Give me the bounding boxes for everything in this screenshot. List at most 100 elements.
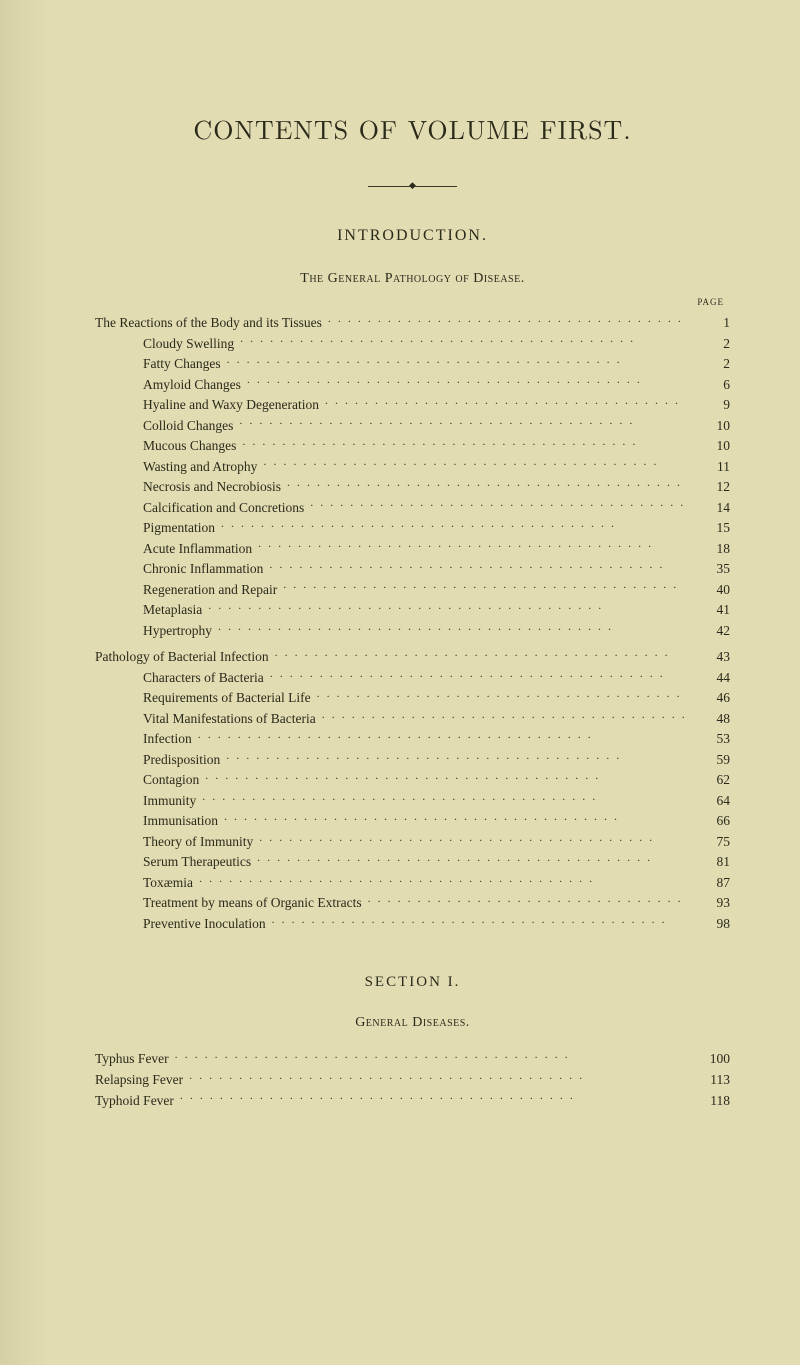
toc-entry-label: Theory of Immunity	[95, 832, 253, 853]
toc-row: Necrosis and Necrobiosis 12	[95, 477, 730, 498]
toc-entry-label: Wasting and Atrophy	[95, 457, 257, 478]
toc-row: Typhus Fever 100	[95, 1049, 730, 1070]
toc-entry-page: 15	[692, 518, 730, 539]
toc-entry-page: 113	[692, 1070, 730, 1091]
toc-entry-page: 2	[692, 334, 730, 355]
section-number: SECTION I.	[95, 974, 730, 991]
rule-line-right	[415, 186, 457, 187]
toc-leaders	[202, 791, 686, 805]
toc-entry-page: 10	[692, 436, 730, 457]
toc-leaders	[199, 873, 686, 887]
toc-entry-label: Chronic Inflammation	[95, 559, 263, 580]
toc-entry-page: 18	[692, 539, 730, 560]
toc-entry-label: Preventive Inoculation	[95, 914, 266, 935]
toc-entry-page: 48	[692, 709, 730, 730]
toc-entry-label: Pigmentation	[95, 518, 215, 539]
toc-leaders	[226, 750, 686, 764]
toc-entry-label: Pathology of Bacterial Infection	[95, 647, 269, 668]
toc-row: Theory of Immunity 75	[95, 832, 730, 853]
toc-row: Requirements of Bacterial Life 46	[95, 688, 730, 709]
toc-row: Hypertrophy42	[95, 621, 730, 642]
toc-entry-page: 12	[692, 477, 730, 498]
toc-leaders	[189, 1070, 686, 1084]
toc-leaders	[328, 314, 686, 328]
toc-row: The Reactions of the Body and its Tissue…	[95, 313, 730, 334]
toc-entry-label: Immunisation	[95, 811, 218, 832]
toc-row: Acute Inflammation 18	[95, 539, 730, 560]
toc-entry-label: Requirements of Bacterial Life	[95, 688, 311, 709]
toc-entry-label: Toxæmia	[95, 873, 193, 894]
toc-row: Mucous Changes 10	[95, 436, 730, 457]
toc-block-a: The Reactions of the Body and its Tissue…	[95, 313, 730, 641]
toc-leaders	[218, 621, 686, 635]
toc-entry-page: 40	[692, 580, 730, 601]
toc-leaders	[258, 539, 686, 553]
toc-leaders	[317, 689, 686, 703]
toc-entry-label: Metaplasia	[95, 600, 202, 621]
toc-leaders	[272, 914, 686, 928]
sub-heading: The General Pathology of Disease.	[95, 271, 730, 287]
toc-entry-label: Hypertrophy	[95, 621, 212, 642]
toc-entry-page: 100	[692, 1049, 730, 1070]
toc-entry-page: 81	[692, 852, 730, 873]
toc-entry-page: 59	[692, 750, 730, 771]
toc-leaders	[322, 709, 686, 723]
toc-entry-page: 10	[692, 416, 730, 437]
toc-entry-label: Regeneration and Repair	[95, 580, 277, 601]
toc-entry-page: 87	[692, 873, 730, 894]
rule-diamond-icon: ◆	[409, 180, 416, 191]
toc-entry-page: 66	[692, 811, 730, 832]
toc-row: Colloid Changes 10	[95, 416, 730, 437]
toc-row: Toxæmia 87	[95, 873, 730, 894]
toc-entry-label: Necrosis and Necrobiosis	[95, 477, 281, 498]
rule: ◆	[95, 179, 730, 195]
toc-entry-page: 2	[692, 354, 730, 375]
toc-row: Typhoid Fever118	[95, 1091, 730, 1112]
section-sub-heading: General Diseases.	[95, 1015, 730, 1031]
toc-leaders	[257, 853, 686, 867]
toc-row: Pigmentation 15	[95, 518, 730, 539]
toc-entry-page: 46	[692, 688, 730, 709]
toc-entry-label: Acute Inflammation	[95, 539, 252, 560]
toc-leaders	[227, 355, 686, 369]
toc-entry-label: Typhus Fever	[95, 1049, 169, 1070]
toc-row: Metaplasia41	[95, 600, 730, 621]
toc-entry-page: 14	[692, 498, 730, 519]
toc-entry-label: Mucous Changes	[95, 436, 236, 457]
toc-leaders	[180, 1091, 686, 1105]
toc-row: Immunity64	[95, 791, 730, 812]
toc-entry-page: 11	[692, 457, 730, 478]
toc-leaders	[208, 601, 686, 615]
toc-row: Fatty Changes2	[95, 354, 730, 375]
toc-row: Vital Manifestations of Bacteria48	[95, 709, 730, 730]
toc-entry-page: 35	[692, 559, 730, 580]
toc-leaders	[224, 812, 686, 826]
toc-leaders	[175, 1050, 686, 1064]
toc-row: Immunisation 66	[95, 811, 730, 832]
toc-row: Relapsing Fever 113	[95, 1070, 730, 1091]
toc-leaders	[283, 580, 686, 594]
toc-entry-page: 43	[692, 647, 730, 668]
toc-entry-page: 75	[692, 832, 730, 853]
toc-row: Hyaline and Waxy Degeneration9	[95, 395, 730, 416]
toc-entry-label: Typhoid Fever	[95, 1091, 174, 1112]
introduction-heading: INTRODUCTION.	[95, 227, 730, 245]
toc-entry-label: Infection	[95, 729, 192, 750]
toc-row: Serum Therapeutics81	[95, 852, 730, 873]
toc-entry-page: 62	[692, 770, 730, 791]
toc-block-c: Typhus Fever100Relapsing Fever113Typhoid…	[95, 1049, 730, 1111]
toc-block-b: Pathology of Bacterial Infection 43 Charac…	[95, 647, 730, 934]
toc-entry-label: Calcification and Concretions	[95, 498, 304, 519]
toc-entry-label: Relapsing Fever	[95, 1070, 183, 1091]
toc-entry-label: Amyloid Changes	[95, 375, 241, 396]
toc-row: Contagion62	[95, 770, 730, 791]
toc-entry-label: Hyaline and Waxy Degeneration	[95, 395, 319, 416]
toc-leaders	[239, 416, 686, 430]
toc-row: Pathology of Bacterial Infection 43	[95, 647, 730, 668]
toc-row: Treatment by means of Organic Extracts93	[95, 893, 730, 914]
toc-row: Chronic Inflammation 35	[95, 559, 730, 580]
toc-leaders	[242, 437, 686, 451]
toc-entry-page: 53	[692, 729, 730, 750]
toc-entry-label: Colloid Changes	[95, 416, 233, 437]
toc-entry-label: Characters of Bacteria	[95, 668, 264, 689]
